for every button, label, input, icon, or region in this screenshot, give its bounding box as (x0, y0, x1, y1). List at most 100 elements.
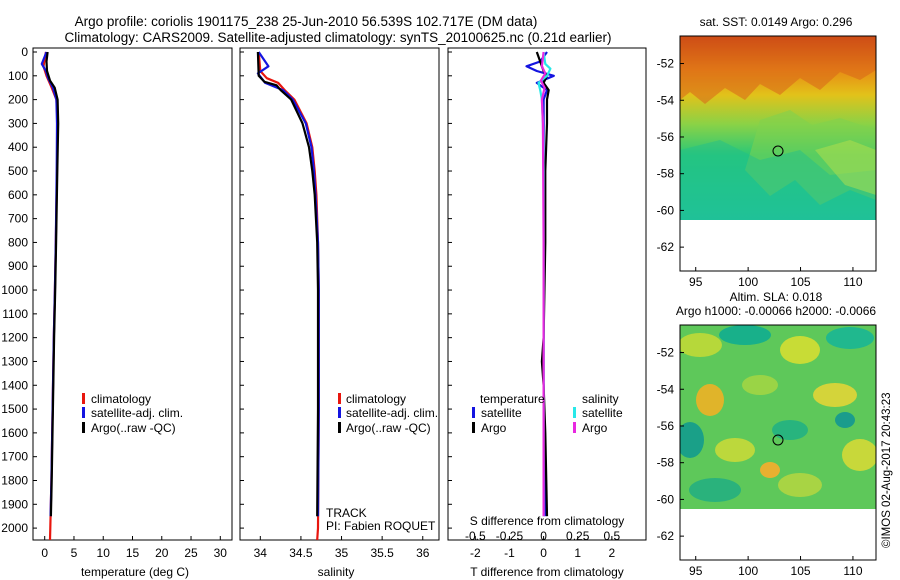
y-tick-label: 1700 (1, 450, 28, 464)
legend-label-argo: Argo(..raw -QC) (346, 421, 431, 435)
series-line-argo-raw-qc- (45, 51, 60, 517)
sst-map-frame (679, 35, 877, 272)
legend-swatch-s-argo (573, 422, 576, 433)
temperature-plot: 0 5 10 15 20 25 30 (40, 51, 228, 560)
series-line-climatology (257, 51, 320, 541)
lat-tick-label: -56 (657, 130, 675, 144)
legend-label-s-argo: Argo (582, 421, 608, 435)
s-tick-label: -0.25 (496, 529, 524, 543)
series-line-satellite-adj-clim- (256, 51, 320, 517)
lon-tick-label: 95 (689, 275, 703, 289)
lon-tick-label: 105 (791, 275, 811, 289)
figure-title-line2: Climatology: CARS2009. Satellite-adjuste… (64, 30, 611, 45)
x-tick-label: 5 (71, 546, 78, 560)
y-tick-label: 700 (8, 212, 28, 226)
x-tick-label: 36 (416, 546, 430, 560)
difference-panel-frame (447, 47, 647, 541)
y-tick-label: 400 (8, 140, 28, 154)
y-tick-label: 1400 (1, 378, 28, 392)
y-tick-label: 500 (8, 164, 28, 178)
lat-tick-label: -52 (657, 346, 675, 360)
series-line-temperature-satellite (525, 51, 555, 517)
sla-map-image (680, 325, 876, 509)
y-tick-label: 900 (8, 259, 28, 273)
legend-swatch-s-satellite (573, 407, 576, 418)
legend-label-s-satellite: satellite (582, 406, 623, 420)
y-tick-label: 1600 (1, 426, 28, 440)
x-tick-label: 34.5 (289, 546, 313, 560)
imos-copyright-stamp: ©IMOS 02-Aug-2017 20:43:23 (881, 392, 893, 548)
legend-swatch-argo (82, 422, 85, 433)
y-tick-label: 0 (21, 45, 28, 59)
legend-swatch-satellite (82, 407, 85, 418)
lon-tick-label: 95 (689, 564, 703, 578)
y-tick-label: 1500 (1, 402, 28, 416)
lat-tick-label: -56 (657, 419, 675, 433)
lat-tick-label: -60 (657, 203, 675, 217)
x-tick-label: 30 (214, 546, 228, 560)
x-tick-label: -2 (470, 546, 481, 560)
difference-plot: -2 -1 0 1 2 -0.5 -0.25 0 0.25 0.5 (465, 51, 621, 560)
y-tick-label: 1900 (1, 497, 28, 511)
x-tick-label: 35 (335, 546, 349, 560)
depth-axis: 0 100 200 300 400 500 600 700 800 900 1000 1100 1200… (1, 45, 452, 535)
x-tick-label: 2 (609, 546, 616, 560)
sst-map-title: sat. SST: 0.0149 Argo: 0.296 (700, 15, 853, 29)
salinity-xlabel: salinity (318, 565, 355, 579)
lon-tick-label: 110 (843, 275, 862, 289)
legend-label-satellite: satellite-adj. clim. (91, 406, 183, 420)
lat-tick-label: -58 (657, 167, 675, 181)
legend-label-t-satellite: satellite (481, 406, 522, 420)
temperature-legend: climatology satellite-adj. clim. Argo(..… (82, 392, 183, 435)
difference-legend: temperature salinity satellite Argo sate… (472, 392, 623, 435)
legend-swatch-climatology (82, 393, 85, 404)
salinity-legend: climatology satellite-adj. clim. Argo(..… (338, 392, 438, 435)
lon-tick-label: 100 (738, 564, 758, 578)
legend-label-satellite: satellite-adj. clim. (346, 406, 438, 420)
x-tick-label: 35.5 (370, 546, 394, 560)
sdiff-xlabel: S difference from climatology (470, 514, 625, 528)
y-tick-label: 1800 (1, 473, 28, 487)
legend-label-t-argo: Argo (481, 421, 507, 435)
series-line-salinity-argo (539, 51, 547, 517)
legend-swatch-t-argo (472, 422, 475, 433)
y-tick-label: 800 (8, 235, 28, 249)
y-tick-label: 1000 (1, 283, 28, 297)
pi-label: PI: Fabien ROQUET (326, 519, 436, 533)
x-tick-label: 0 (540, 546, 547, 560)
lat-tick-label: -54 (657, 382, 675, 396)
legend-label-argo: Argo(..raw -QC) (91, 421, 176, 435)
sla-map-title-line1: Altim. SLA: 0.018 (730, 290, 823, 304)
y-tick-label: 1200 (1, 331, 28, 345)
y-tick-label: 300 (8, 116, 28, 130)
salinity-panel-frame (239, 47, 440, 541)
sla-argo-location-marker (772, 434, 784, 446)
sla-map-title-line2: Argo h1000: -0.00066 h2000: -0.0066 (676, 304, 876, 318)
sst-map-axes: 95 100 105 110 -52 -54 -56 -58 -60 -62 (657, 57, 863, 289)
legend-swatch-satellite (338, 407, 341, 418)
legend-swatch-climatology (338, 393, 341, 404)
x-tick-label: 15 (126, 546, 140, 560)
legend-swatch-t-satellite (472, 407, 475, 418)
series-line-argo-raw-qc- (256, 51, 320, 517)
x-tick-label: 10 (97, 546, 111, 560)
x-tick-label: 20 (155, 546, 169, 560)
x-tick-label: 25 (184, 546, 198, 560)
y-tick-label: 1300 (1, 354, 28, 368)
s-tick-label: 0.25 (566, 529, 590, 543)
s-tick-label: -0.5 (465, 529, 486, 543)
temperature-panel-frame (32, 47, 233, 541)
y-tick-label: 2000 (1, 521, 28, 535)
sla-map-frame (679, 324, 877, 561)
s-tick-label: 0.5 (604, 529, 621, 543)
sla-map-axes: 95 100 105 110 -52 -54 -56 -58 -60 -62 (657, 346, 863, 578)
y-tick-label: 200 (8, 93, 28, 107)
lat-tick-label: -58 (657, 456, 675, 470)
lon-tick-label: 110 (843, 564, 862, 578)
salinity-plot: 34 34.5 35 35.5 36 (254, 51, 430, 560)
lon-tick-label: 100 (738, 275, 758, 289)
tdiff-xlabel: T difference from climatology (470, 565, 624, 579)
legend-label-climatology: climatology (91, 392, 151, 406)
x-tick-label: 34 (254, 546, 268, 560)
